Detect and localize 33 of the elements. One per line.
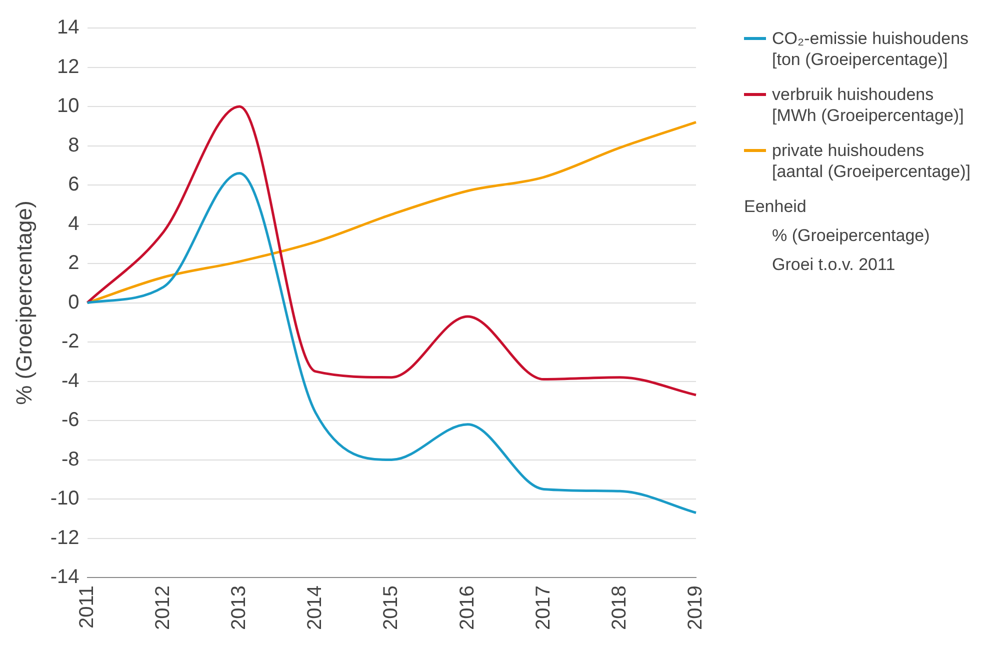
y-tick-label: 12 xyxy=(57,56,80,78)
x-tick-label: 2017 xyxy=(532,586,554,630)
y-tick-label: 14 xyxy=(57,16,80,39)
y-tick-label: 6 xyxy=(68,174,80,196)
text: Eenheid xyxy=(744,196,808,217)
y-tick-label: -14 xyxy=(50,566,80,588)
x-tick-label: 2019 xyxy=(684,586,707,630)
y-tick-label: -4 xyxy=(62,370,80,392)
y-tick-label: 2 xyxy=(68,252,80,274)
x-tick-label: 2011 xyxy=(76,586,98,629)
y-tick-label: -2 xyxy=(62,330,80,353)
legend-label: CO₂-emissie huishoudens [ton (Groeipercentage)] xyxy=(772,28,970,70)
legend-label: private huishoudens [aantal (Groeipercentage)] xyxy=(772,140,972,182)
x-tick-label: 2015 xyxy=(380,586,402,630)
y-tick-label: -8 xyxy=(62,448,80,470)
legend-label: verbruik huishoudens [MWh (Groeipercentage)] xyxy=(772,84,965,126)
y-tick-label: 8 xyxy=(68,134,80,156)
x-tick-label: 2013 xyxy=(228,586,250,630)
y-tick-label: -10 xyxy=(50,488,80,510)
y-tick-label: 4 xyxy=(68,212,80,235)
x-tick-label: 2016 xyxy=(456,586,478,630)
y-tick-label: -6 xyxy=(62,409,80,432)
x-tick-label: 2018 xyxy=(608,586,630,630)
x-tick-label: 2014 xyxy=(304,586,326,630)
line-series xyxy=(86,172,698,514)
y-tick-label: -12 xyxy=(50,526,80,549)
line-series xyxy=(86,105,698,396)
y-axis-title: % (Groeipercentage) xyxy=(11,200,36,405)
y-tick-label: 10 xyxy=(57,95,80,118)
y-tick-label: 0 xyxy=(68,291,80,314)
text: Groei t.o.v. 2011 xyxy=(772,254,896,275)
text: % (Groeipercentage) xyxy=(772,225,931,246)
x-tick-label: 2012 xyxy=(152,586,174,630)
